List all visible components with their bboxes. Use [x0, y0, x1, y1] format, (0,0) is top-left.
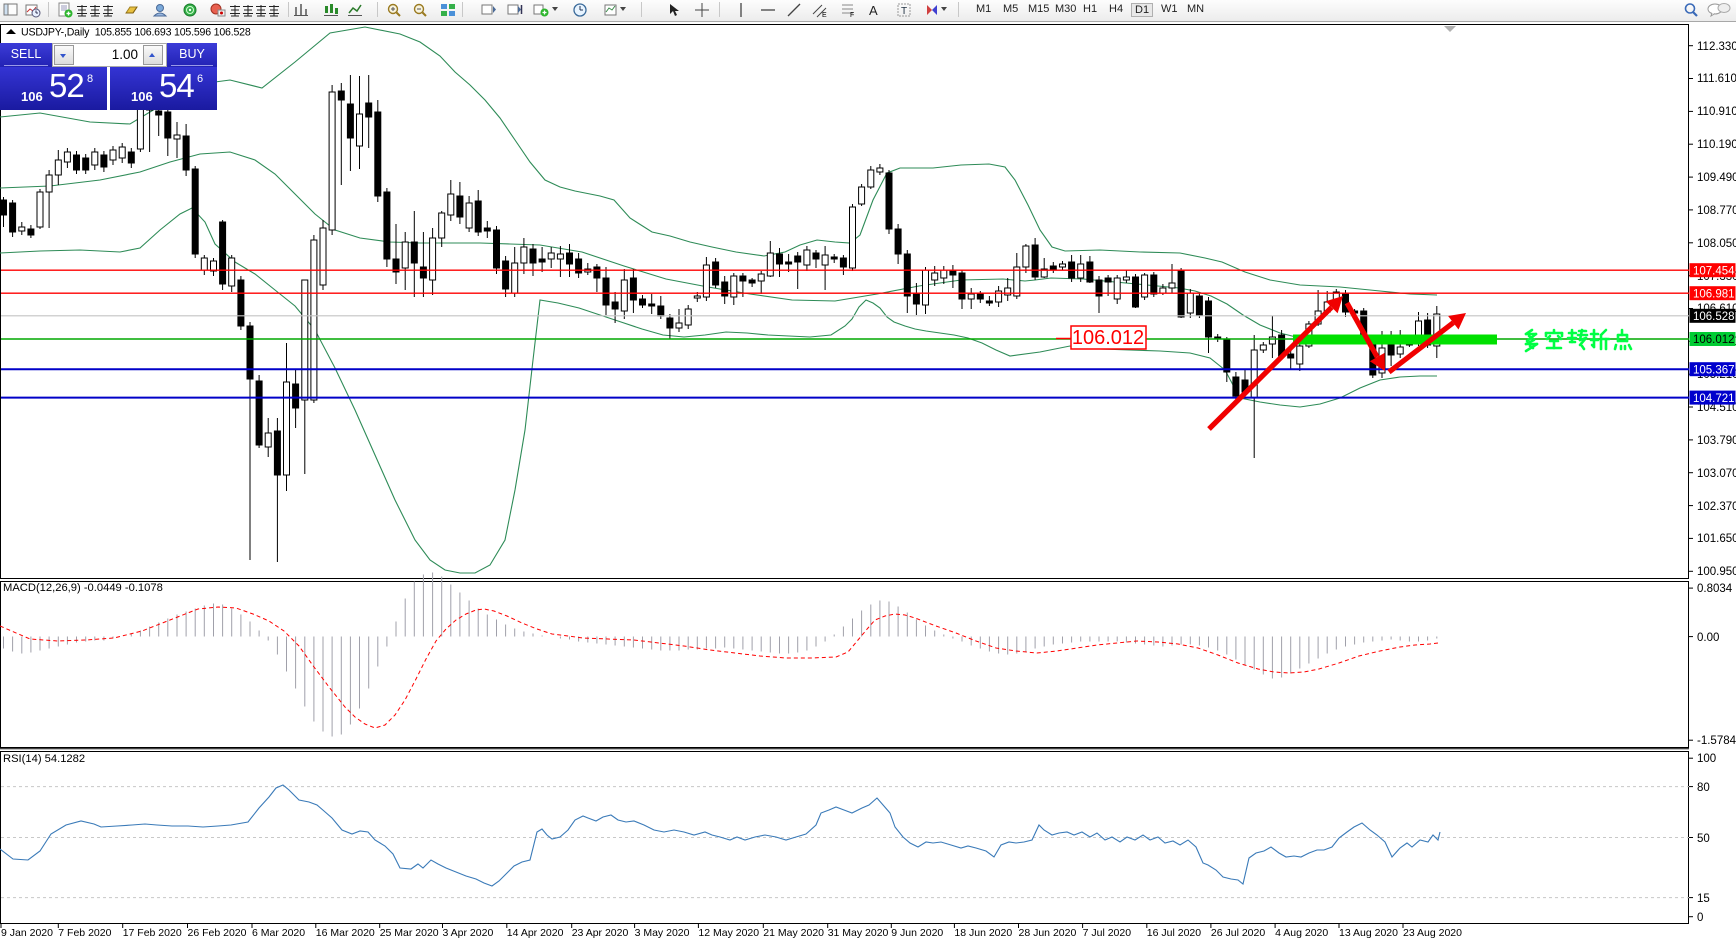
svg-text:3 May 2020: 3 May 2020 [635, 927, 690, 939]
svg-text:MACD(12,26,9) -0.0449 -0.1078: MACD(12,26,9) -0.0449 -0.1078 [3, 582, 163, 594]
svg-text:0.00: 0.00 [1697, 632, 1719, 644]
svg-text:F: F [850, 12, 854, 18]
svg-text:112.330: 112.330 [1697, 41, 1736, 53]
svg-text:108.050: 108.050 [1697, 238, 1736, 250]
svg-text:106.012: 106.012 [1693, 334, 1735, 346]
svg-text:100.950: 100.950 [1697, 566, 1736, 578]
svg-text:9 Jan 2020: 9 Jan 2020 [1, 927, 53, 939]
svg-text:50: 50 [1697, 833, 1710, 845]
svg-text:16 Mar 2020: 16 Mar 2020 [316, 927, 375, 939]
svg-text:104.721: 104.721 [1693, 393, 1735, 405]
svg-text:101.650: 101.650 [1697, 533, 1736, 545]
svg-text:7 Jul 2020: 7 Jul 2020 [1083, 927, 1132, 939]
svg-text:-1.5784: -1.5784 [1697, 735, 1736, 747]
svg-text:105.367: 105.367 [1693, 364, 1735, 376]
svg-text:100: 100 [1697, 753, 1716, 765]
svg-text:80: 80 [1697, 782, 1710, 794]
svg-text:6 Mar 2020: 6 Mar 2020 [252, 927, 305, 939]
svg-text:14 Apr 2020: 14 Apr 2020 [507, 927, 564, 939]
svg-text:107.454: 107.454 [1693, 265, 1735, 277]
svg-text:USDJPY-,Daily 105.855 106.693: USDJPY-,Daily 105.855 106.693 105.596 10… [21, 27, 251, 39]
svg-text:9 Jun 2020: 9 Jun 2020 [891, 927, 943, 939]
svg-text:106.528: 106.528 [1693, 311, 1735, 323]
svg-text:T: T [901, 6, 907, 17]
svg-text:21 May 2020: 21 May 2020 [763, 927, 824, 939]
svg-text:108.770: 108.770 [1697, 205, 1736, 217]
svg-text:13 Aug 2020: 13 Aug 2020 [1339, 927, 1398, 939]
svg-text:7 Feb 2020: 7 Feb 2020 [58, 927, 111, 939]
svg-text:104.510: 104.510 [1697, 402, 1736, 414]
svg-text:17 Feb 2020: 17 Feb 2020 [123, 927, 182, 939]
svg-text:4 Aug 2020: 4 Aug 2020 [1275, 927, 1328, 939]
svg-text:16 Jul 2020: 16 Jul 2020 [1147, 927, 1201, 939]
svg-text:26 Feb 2020: 26 Feb 2020 [188, 927, 247, 939]
svg-text:3 Apr 2020: 3 Apr 2020 [443, 927, 494, 939]
svg-text:0.8034: 0.8034 [1697, 583, 1733, 595]
svg-text:103.070: 103.070 [1697, 468, 1736, 480]
svg-text:0: 0 [1697, 912, 1703, 924]
svg-text:28 Jun 2020: 28 Jun 2020 [1019, 927, 1077, 939]
svg-text:E: E [822, 12, 827, 18]
svg-text:106.981: 106.981 [1693, 288, 1735, 300]
svg-text:109.490: 109.490 [1697, 172, 1736, 184]
svg-text:23 Aug 2020: 23 Aug 2020 [1403, 927, 1462, 939]
svg-text:106.012: 106.012 [1072, 327, 1144, 349]
svg-text:110.910: 110.910 [1697, 106, 1736, 118]
svg-text:110.190: 110.190 [1697, 139, 1736, 151]
svg-text:18 Jun 2020: 18 Jun 2020 [954, 927, 1012, 939]
svg-text:15: 15 [1697, 893, 1710, 905]
svg-text:RSI(14) 54.1282: RSI(14) 54.1282 [3, 753, 85, 765]
svg-text:23 Apr 2020: 23 Apr 2020 [572, 927, 629, 939]
svg-text:103.790: 103.790 [1697, 435, 1736, 447]
svg-text:111.610: 111.610 [1697, 73, 1736, 85]
svg-text:25 Mar 2020: 25 Mar 2020 [380, 927, 439, 939]
svg-text:31 May 2020: 31 May 2020 [828, 927, 889, 939]
svg-text:26 Jul 2020: 26 Jul 2020 [1211, 927, 1265, 939]
svg-text:12 May 2020: 12 May 2020 [698, 927, 759, 939]
svg-text:102.370: 102.370 [1697, 501, 1736, 513]
